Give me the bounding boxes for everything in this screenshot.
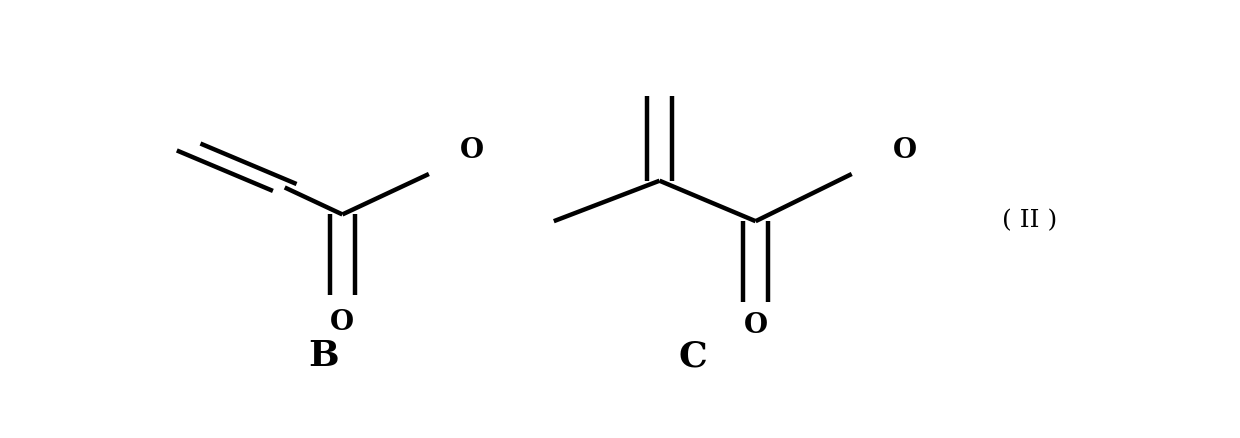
Text: ( II ): ( II ) (1002, 210, 1058, 233)
Text: O: O (744, 312, 768, 339)
Text: B: B (308, 339, 339, 373)
Text: O: O (460, 137, 484, 164)
Text: O: O (330, 309, 355, 336)
Text: C: C (678, 339, 708, 373)
Text: O: O (893, 137, 916, 164)
